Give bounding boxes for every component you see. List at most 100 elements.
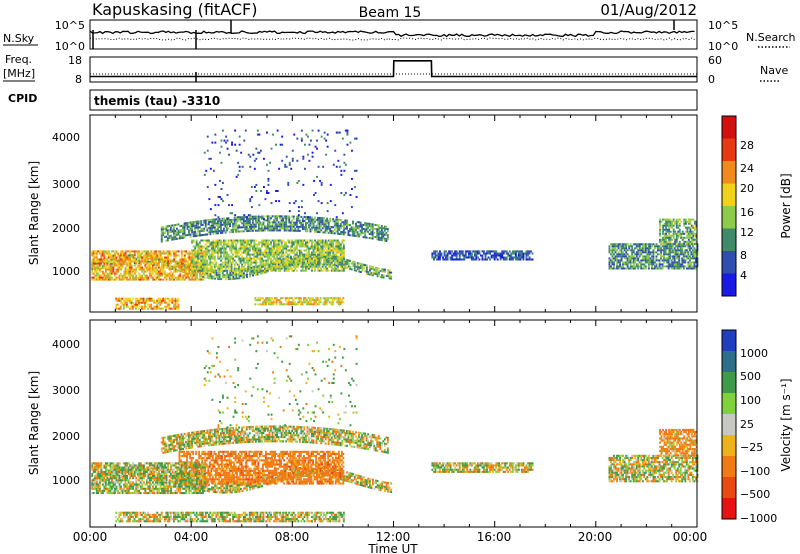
power-cell: [254, 221, 257, 224]
power-cell: [267, 259, 269, 262]
power-cell: [267, 257, 269, 260]
power-cell: [283, 217, 286, 220]
power-cell: [206, 219, 209, 222]
power-cell: [198, 267, 201, 270]
power-cell: [92, 260, 95, 263]
power-cell: [185, 268, 188, 271]
power-cell: [220, 219, 222, 222]
power-cell: [239, 269, 242, 272]
power-cell: [188, 221, 190, 224]
power-cell: [198, 263, 201, 266]
power-cell: [213, 249, 216, 252]
power-cell: [274, 219, 277, 222]
power-cell: [136, 260, 139, 263]
power-cell: [377, 226, 380, 229]
power-cell: [183, 278, 186, 281]
power-cell: [141, 270, 144, 273]
power-cell: [306, 260, 309, 263]
power-cell: [270, 253, 272, 256]
power-cell: [375, 266, 377, 269]
noise-sky-series: [89, 30, 695, 38]
power-cell: [256, 247, 259, 250]
power-cell: [103, 252, 106, 255]
power-cell: [342, 261, 345, 264]
power-cell: [508, 250, 511, 253]
power-cell: [373, 231, 376, 234]
power-cell: [680, 220, 683, 223]
power-cell: [306, 239, 309, 242]
power-cell: [320, 217, 323, 220]
power-cell: [489, 252, 491, 255]
power-cell: [377, 230, 380, 233]
power-cell: [261, 269, 263, 272]
power-cell: [368, 222, 371, 225]
power-cell: [652, 253, 655, 256]
power-cell: [165, 235, 168, 238]
power-cell: [608, 247, 611, 250]
power-cell: [204, 253, 207, 256]
power-cell: [214, 214, 217, 217]
power-cell: [220, 225, 222, 228]
power-cell: [233, 265, 236, 268]
power-cell: [155, 256, 157, 259]
power-cell: [108, 260, 110, 263]
power-cell: [203, 173, 206, 176]
power-cell: [206, 247, 209, 250]
power-cell: [259, 259, 262, 262]
power-cell: [254, 225, 257, 228]
power-cell: [206, 227, 209, 230]
power-cell: [356, 225, 359, 228]
power-cell: [352, 228, 354, 231]
power-cell: [341, 233, 344, 236]
power-cell: [200, 273, 203, 276]
power-cell: [271, 267, 274, 270]
power-cell: [185, 252, 188, 255]
power-cell: [259, 269, 262, 272]
power-cell: [126, 258, 129, 261]
power-cell: [142, 278, 145, 281]
power-cell: [632, 249, 635, 252]
power-cell: [121, 278, 124, 281]
power-cell: [669, 257, 672, 260]
power-cell: [109, 270, 112, 273]
power-cell: [317, 245, 319, 248]
power-cell: [142, 276, 145, 279]
power-cell: [248, 263, 251, 266]
power-cell: [254, 267, 257, 270]
power-cell: [236, 220, 239, 223]
power-cell: [280, 223, 283, 226]
power-cell: [191, 239, 194, 242]
power-cell: [182, 260, 185, 263]
power-cell: [165, 278, 168, 281]
power-cell: [355, 224, 357, 227]
power-cell: [145, 276, 148, 279]
power-cell: [289, 223, 292, 226]
power-cell: [276, 239, 278, 242]
power-cell: [236, 255, 239, 258]
power-cell: [186, 260, 189, 263]
power-cell: [229, 247, 231, 250]
power-cell: [336, 232, 339, 235]
power-cell: [279, 267, 282, 270]
power-cell: [235, 267, 238, 270]
power-cell: [170, 260, 173, 263]
power-cell: [291, 245, 294, 248]
power-cell: [200, 224, 203, 227]
power-cell: [192, 249, 195, 252]
power-cell: [440, 252, 443, 255]
power-cell: [138, 250, 141, 253]
power-cell: [251, 261, 254, 264]
power-cell: [308, 224, 310, 227]
power-cell: [141, 278, 144, 281]
power-cell: [336, 228, 339, 231]
power-cell: [194, 228, 197, 231]
power-cell: [141, 274, 144, 277]
power-cell: [280, 227, 283, 230]
power-cell: [261, 227, 263, 230]
power-cell: [350, 262, 353, 265]
power-cell: [282, 255, 285, 258]
power-cell: [341, 241, 344, 244]
power-cell: [245, 243, 248, 246]
power-cell: [326, 261, 329, 263]
power-cell: [164, 276, 166, 279]
